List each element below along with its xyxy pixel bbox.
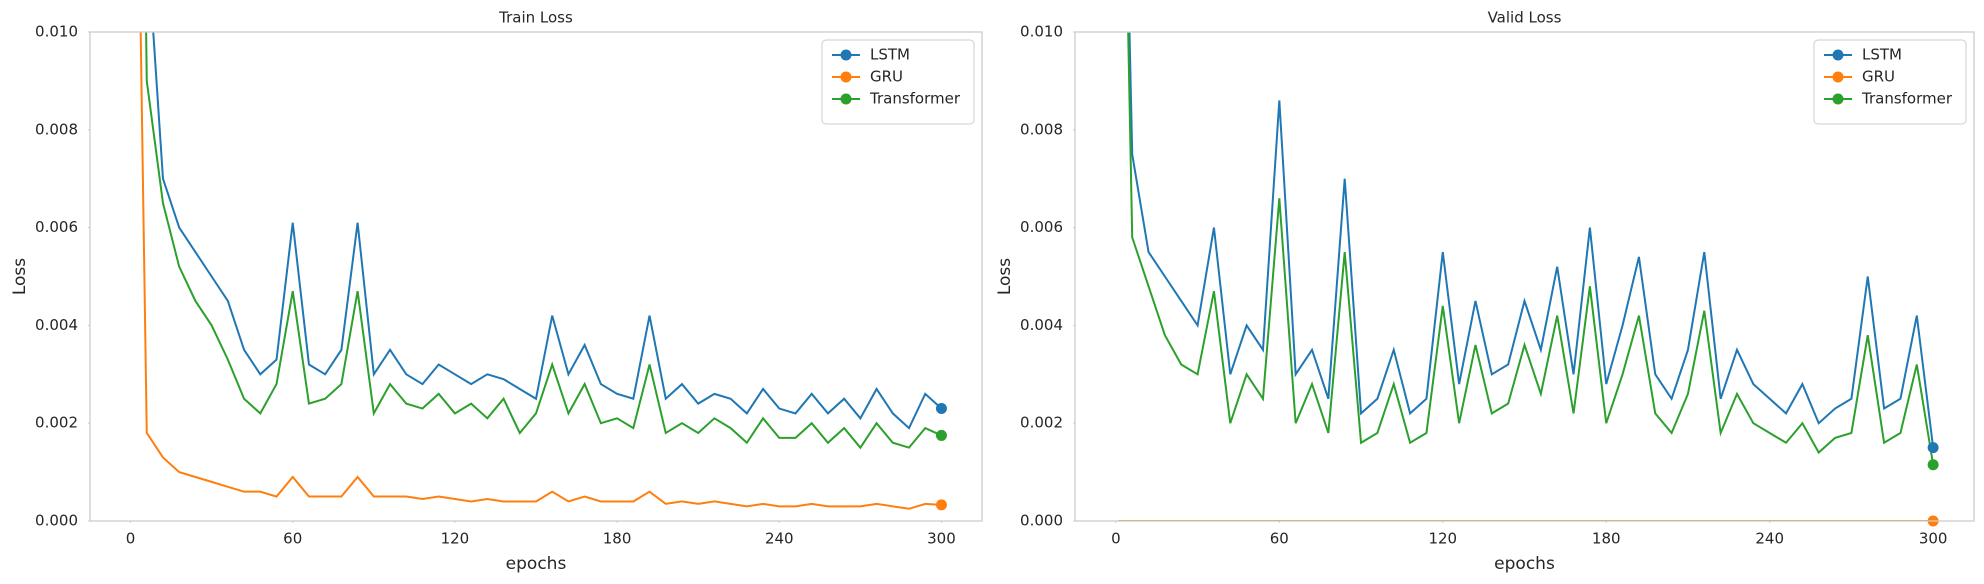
legend-marker: [840, 71, 852, 83]
series-line: [145, 32, 942, 450]
x-tick-label: 120: [441, 530, 470, 548]
series-line: [1128, 32, 1935, 448]
chart-title: Train Loss: [498, 9, 573, 27]
x-axis-label: epochs: [1494, 554, 1555, 574]
legend-marker: [840, 49, 852, 61]
y-axis-label: Loss: [995, 258, 1015, 295]
legend-box: [1813, 39, 1967, 125]
legend-label: LSTM: [1862, 46, 1902, 64]
axes-frame: [89, 31, 983, 522]
y-tick-label: 0.000: [35, 512, 78, 530]
series-line: [139, 32, 942, 510]
legend-label: Transformer: [869, 90, 961, 108]
x-tick-label: 300: [1919, 530, 1948, 548]
series-line: [1127, 32, 1935, 465]
legend-box: [821, 39, 975, 125]
legend-label: Transformer: [1861, 90, 1953, 108]
legend-marker: [1832, 71, 1844, 83]
y-axis-label: Loss: [10, 258, 30, 295]
y-tick-label: 0.006: [35, 218, 78, 236]
x-tick-label: 60: [1270, 530, 1289, 548]
end-marker: [935, 429, 947, 441]
end-marker: [935, 499, 947, 511]
y-tick-label: 0.008: [1020, 120, 1063, 138]
legend-marker: [1832, 93, 1844, 105]
axes-frame: [1074, 31, 1975, 522]
x-tick-label: 60: [283, 530, 302, 548]
x-tick-label: 180: [1592, 530, 1621, 548]
end-marker: [1927, 442, 1939, 454]
legend-marker: [840, 93, 852, 105]
legend-marker: [1832, 49, 1844, 61]
series-line: [152, 32, 943, 430]
subplot: Train Loss epochs Loss 0.000 0.002 0.004 0.006…: [10, 9, 983, 574]
plot-area: [1118, 32, 1935, 521]
legend-label: GRU: [870, 68, 903, 86]
x-tick-label: 300: [927, 530, 956, 548]
x-axis-label: epochs: [506, 554, 567, 574]
y-tick-label: 0.010: [35, 23, 78, 41]
x-tick-label: 180: [603, 530, 632, 548]
end-marker: [1927, 459, 1939, 471]
subplot: Valid Loss epochs Loss 0.000 0.002 0.004 0.006…: [995, 9, 1975, 574]
legend-label: GRU: [1862, 68, 1895, 86]
y-tick-label: 0.004: [35, 316, 78, 334]
legend-label: LSTM: [870, 46, 910, 64]
end-marker: [935, 403, 947, 415]
y-tick-label: 0.010: [1020, 23, 1063, 41]
y-tick-label: 0.008: [35, 120, 78, 138]
x-tick-label: 120: [1428, 530, 1457, 548]
x-tick-label: 240: [765, 530, 794, 548]
y-tick-label: 0.002: [1020, 414, 1063, 432]
chart-title: Valid Loss: [1488, 9, 1562, 27]
x-tick-label: 0: [126, 530, 136, 548]
x-tick-label: 240: [1755, 530, 1784, 548]
y-tick-label: 0.006: [1020, 218, 1063, 236]
plot-area: [139, 32, 943, 510]
y-tick-label: 0.002: [35, 414, 78, 432]
y-tick-label: 0.000: [1020, 512, 1063, 530]
x-tick-label: 0: [1111, 530, 1121, 548]
y-tick-label: 0.004: [1020, 316, 1063, 334]
